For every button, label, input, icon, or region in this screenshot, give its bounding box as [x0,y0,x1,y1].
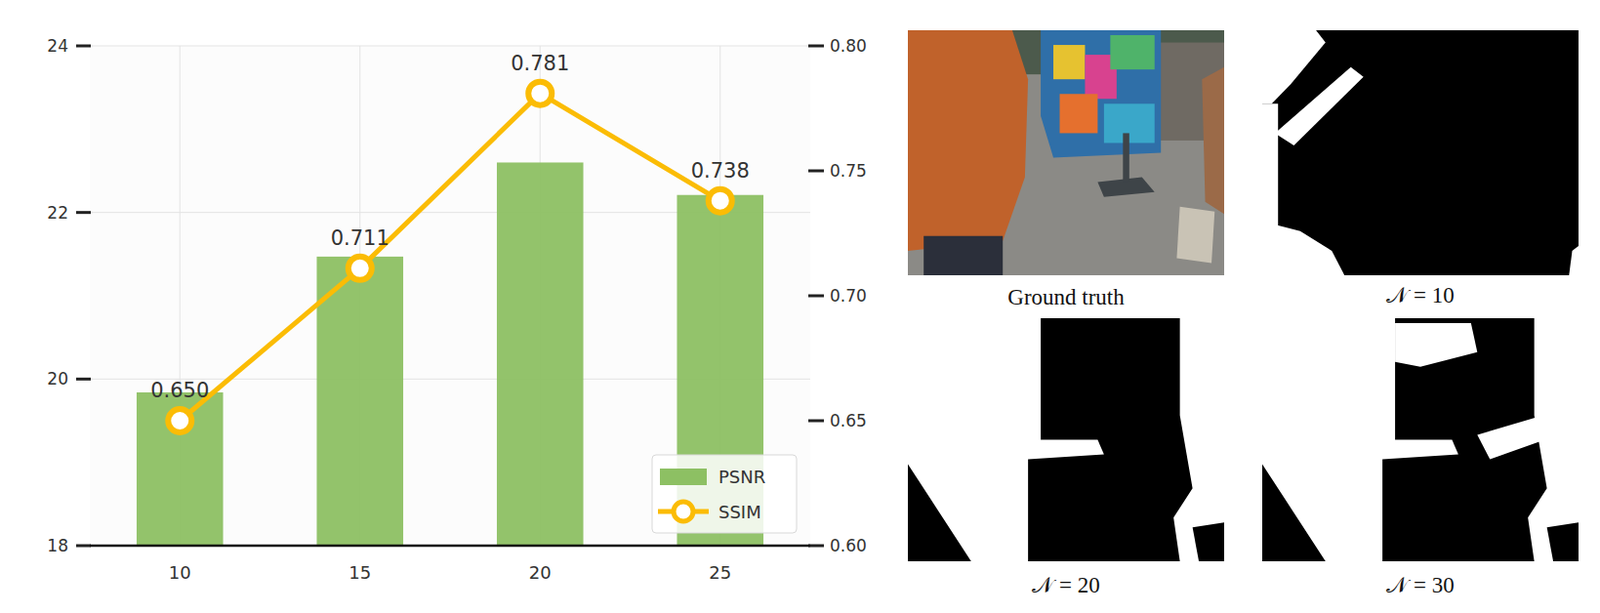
graffiti [1053,44,1085,80]
y-tick [76,210,91,214]
mask-bg [1262,30,1579,276]
x-tick-label: 15 [348,562,371,583]
marks [136,82,764,546]
data-label: 0.650 [150,378,209,403]
image [1262,318,1579,562]
image [907,30,1225,276]
graffiti [1104,103,1155,143]
image-panel: 𝒩 = 20 [907,318,1225,598]
bar [136,392,224,546]
mask-region [1568,246,1579,276]
image-panel: 𝒩 = 10 [1262,30,1579,308]
mask-region [1476,410,1572,460]
legend-marker [673,501,694,522]
y2-tick [808,419,824,423]
y2-tick [808,169,824,173]
caption: 𝒩 = 10 [1386,283,1454,308]
y2-tick-label: 0.65 [829,410,867,431]
pants [923,236,1003,276]
y2-tick [808,544,824,548]
data-label: 0.738 [691,159,750,183]
image [1262,30,1579,276]
plot-area [89,45,811,546]
mask-bg [907,318,1225,562]
mask-region [1394,323,1477,368]
pavement [907,30,1225,276]
y2-tick [808,294,824,298]
legend: PSNR SSIM [652,454,797,534]
mask-region [1192,522,1225,562]
image-panel: Ground truth [907,30,1225,310]
mask-region [1262,30,1326,104]
y-tick [76,44,91,48]
figure: 182022240.600.650.700.750.800.6500.7110.… [0,0,1600,613]
data-label: 0.711 [330,226,390,250]
y-tick-label: 22 [46,203,69,223]
mask-bg [1262,318,1579,562]
y-tick-label: 24 [46,36,69,56]
caption: 𝒩 = 30 [1386,573,1454,598]
y-tick-label: 18 [46,535,69,556]
point [348,256,372,281]
graffiti [1109,35,1154,70]
point [167,409,192,433]
cabin [1040,30,1161,159]
mask-region [1262,221,1345,276]
y-tick-label: 20 [46,369,69,389]
bar [496,162,584,546]
bar [316,256,404,546]
mask-region [907,318,1041,562]
line [179,93,721,421]
grid-line [89,45,811,47]
mask-region [1173,318,1225,562]
x-tick-label: 10 [168,562,192,583]
data-label: 0.781 [510,51,570,76]
mask-region [1382,440,1459,460]
shoe [1176,206,1215,264]
x-tick-label: 25 [708,562,732,583]
y2-tick-label: 0.70 [829,286,867,306]
y-tick [76,377,91,381]
mask-region [1262,103,1278,232]
caption: 𝒩 = 20 [1031,573,1100,598]
graffiti [1060,93,1099,133]
stand-pole [1122,132,1129,182]
legend-label: SSIM [718,501,762,523]
data-labels: 0.650 0.711 0.781 0.738 [150,51,750,403]
y2-tick [808,44,824,48]
legend-swatch [659,468,707,486]
y-tick [76,544,91,548]
mask-region [1547,522,1579,562]
jacket [907,30,1028,251]
image [907,318,1225,562]
caption: Ground truth [1007,285,1125,310]
legend-label: PSNR [718,466,766,488]
point [528,82,552,106]
point [708,189,733,213]
coat [1201,67,1225,215]
y2-tick-label: 0.75 [829,161,867,181]
grid-line [89,545,811,547]
x-axis [89,544,811,548]
background [0,0,1600,613]
x-tick-label: 20 [529,562,552,583]
mask-region [1274,67,1364,146]
legend-box [652,454,797,534]
y2-tick-label: 0.80 [829,36,867,56]
y2-tick-label: 0.60 [829,535,867,556]
image-panel: 𝒩 = 30 [1262,318,1579,598]
mask-region [1262,318,1395,562]
mask-region [1027,440,1105,460]
